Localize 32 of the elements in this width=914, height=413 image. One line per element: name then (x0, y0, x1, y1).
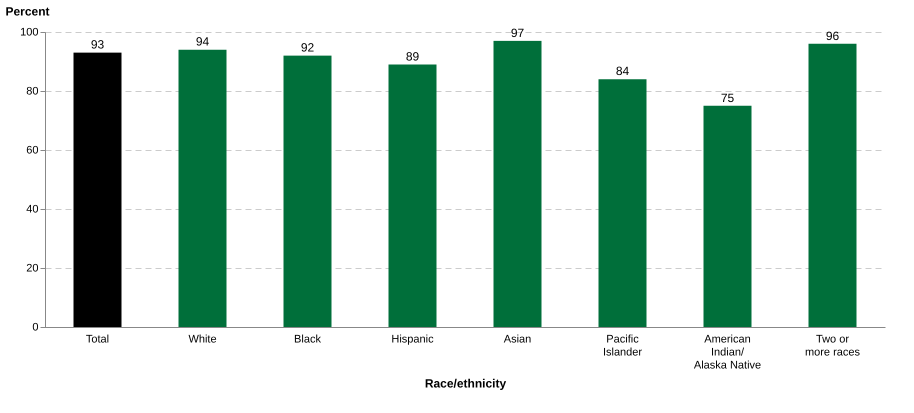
bar (284, 56, 332, 327)
data-label: 93 (90, 38, 104, 52)
y-tick-label: 60 (26, 144, 38, 156)
y-tick-label: 100 (20, 26, 38, 38)
x-axis-title: Race/ethnicity (424, 376, 506, 390)
bar (808, 44, 856, 327)
x-tick-label: Total (86, 334, 110, 346)
bar (74, 52, 122, 327)
y-tick-label: 0 (32, 322, 38, 334)
bar (178, 50, 226, 327)
bar (388, 64, 436, 327)
y-axis-title: Percent (6, 4, 50, 18)
data-label: 92 (300, 40, 314, 55)
x-tick-label: Asian (504, 334, 532, 346)
x-tick-label: Black (294, 334, 322, 346)
bar (598, 79, 646, 327)
data-label: 94 (196, 34, 210, 49)
x-tick-label: American Indian/ Alaska Native (694, 334, 762, 372)
x-tick-label: White (188, 334, 217, 346)
x-tick-label: Pacific Islander (602, 334, 642, 358)
data-label: 89 (406, 49, 420, 64)
y-tick-label: 80 (26, 86, 38, 98)
data-label: 96 (826, 28, 840, 43)
data-label: 75 (720, 90, 734, 105)
data-label: 97 (510, 26, 524, 40)
y-tick-label: 40 (26, 204, 38, 216)
bar (494, 40, 542, 327)
y-tick-label: 20 (26, 262, 38, 274)
x-tick-label: Hispanic (391, 334, 434, 346)
x-tick-label: Two or more races (804, 334, 860, 358)
bar (704, 106, 752, 327)
data-label: 84 (616, 64, 630, 78)
